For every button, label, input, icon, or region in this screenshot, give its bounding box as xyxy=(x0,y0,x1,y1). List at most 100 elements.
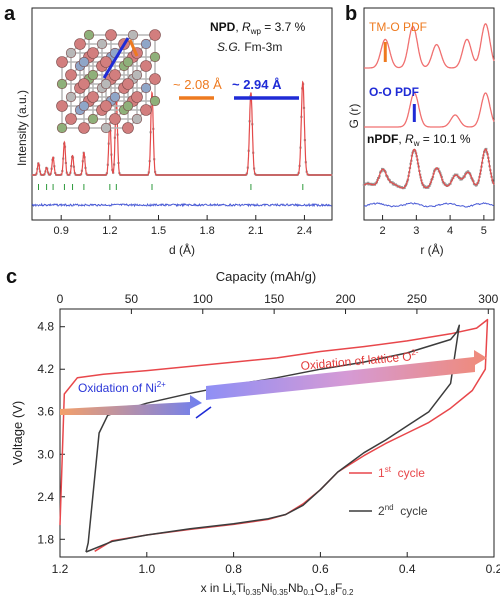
atom xyxy=(140,38,152,50)
legend-cycle1-sup: st xyxy=(385,465,392,474)
sg-prefix: S.G. xyxy=(217,40,241,54)
xlabel-part-4: Ni xyxy=(261,581,272,595)
panel-b-xtick-label: 4 xyxy=(447,225,453,237)
atom xyxy=(87,91,99,103)
panel-b-xtick-label: 5 xyxy=(481,225,487,237)
panel-b-xtick-label: 2 xyxy=(380,225,386,237)
atom xyxy=(149,29,161,41)
atom xyxy=(140,82,152,94)
panel-a-plot: 0.9 1.2 1.5 1.8 2.1 2.4 xyxy=(30,80,333,237)
difference-curve xyxy=(31,202,332,208)
rw-subscript: w xyxy=(413,139,420,148)
ni-oxidation-arrow xyxy=(60,395,202,415)
capacity-tick-label: 300 xyxy=(478,292,498,306)
legend-cycle1-num: 1 xyxy=(378,466,385,480)
panel-c-letter: c xyxy=(6,266,17,288)
lattice-bond xyxy=(127,100,156,129)
panel-c-frame xyxy=(59,308,495,558)
oo-pdf-label: O-O PDF xyxy=(369,85,419,99)
panel-a-xtick-label: 1.8 xyxy=(199,225,214,237)
panel-c-plot: 1.2 1.0 0.8 0.6 0.4 0.2 0 50 100 150 200 250 300 1.8 2… xyxy=(37,292,500,576)
panel-b-plot: 2 3 4 5 xyxy=(362,23,495,237)
panel-b-xtick-label: 3 xyxy=(413,225,419,237)
panel-b-frame xyxy=(363,7,495,221)
atom xyxy=(78,56,90,68)
atom xyxy=(122,122,134,134)
o-oxidation-sup: 2- xyxy=(411,348,419,358)
atom xyxy=(100,56,112,68)
panel-a-xtick-label: 2.1 xyxy=(248,225,263,237)
legend-cycle2-rest: cycle xyxy=(394,504,428,518)
panel-c-xtick-label: 0.6 xyxy=(312,562,329,576)
panel-a-frame xyxy=(31,7,333,221)
panel-c-ytick-label: 4.2 xyxy=(37,362,54,376)
atom xyxy=(74,38,86,50)
oo-pdf-curve xyxy=(364,92,495,128)
panel-c-xtick-label: 1.0 xyxy=(138,562,155,576)
capacity-tick-label: 50 xyxy=(125,292,139,306)
atom xyxy=(100,122,112,134)
xlabel-part-0: x in Li xyxy=(201,581,232,595)
atom xyxy=(149,73,161,85)
xlabel-part-10: F xyxy=(335,581,342,595)
atom xyxy=(122,100,134,112)
tmo-pdf-curve xyxy=(364,23,495,69)
panel-a-xtick-label: 1.5 xyxy=(151,225,166,237)
oo-distance-bond xyxy=(102,37,130,79)
distance-orange-label: ~ 2.08 Å xyxy=(173,77,222,92)
legend: 1st cycle 2nd cycle xyxy=(349,465,428,518)
capacity-tick-label: 250 xyxy=(407,292,427,306)
atom xyxy=(87,113,99,125)
legend-text-cycle1: 1st cycle xyxy=(378,465,425,480)
panel-c-xtick-label: 1.2 xyxy=(52,562,69,576)
capacity-tick-label: 0 xyxy=(57,292,64,306)
panel-b-ylabel: G (r) xyxy=(347,104,361,129)
panel-a-xtick-label: 0.9 xyxy=(54,225,69,237)
atom xyxy=(122,78,134,90)
xlabel-part-9: 1.8 xyxy=(324,588,336,597)
tmo-pdf-label: TM-O PDF xyxy=(369,20,427,34)
atom xyxy=(87,47,99,59)
panel-c-xtick-label: 0.8 xyxy=(225,562,242,576)
panel-a-xlabel: d (Å) xyxy=(169,242,195,257)
npd-label-text: NPD xyxy=(210,20,236,34)
legend-cycle1-rest: cycle xyxy=(391,466,425,480)
panel-c-ylabel: Voltage (V) xyxy=(10,401,25,465)
atom xyxy=(109,113,121,125)
panel-c: c Capacity (mAh/g) 1.2 1.0 0.8 0.6 0.4 0.2 0 50… xyxy=(6,266,500,597)
rw-value: = 10.1 % xyxy=(419,132,470,146)
atom xyxy=(65,69,77,81)
panel-c-xlabel: x in LixTi0.35Ni0.35Nb0.1O1.8F0.2 xyxy=(201,581,354,597)
atom xyxy=(131,91,143,103)
atom xyxy=(56,100,68,112)
npdf-label-text: nPDF xyxy=(367,132,398,146)
panel-c-xtick-label: 0.4 xyxy=(399,562,416,576)
panel-a-xtick-label: 1.2 xyxy=(102,225,117,237)
legend-text-cycle2: 2nd cycle xyxy=(378,503,428,518)
calculated-fit-line xyxy=(32,80,332,176)
ni-oxidation-label: Oxidation of Ni2+ xyxy=(78,380,166,395)
capacity-tick-label: 200 xyxy=(336,292,356,306)
atom xyxy=(140,104,152,116)
ni-oxidation-sup: 2+ xyxy=(157,380,166,389)
npdf-difference-curve xyxy=(363,202,494,208)
xlabel-part-11: 0.2 xyxy=(342,588,354,597)
tmo-distance-bond xyxy=(128,39,139,57)
xlabel-part-8: O xyxy=(314,581,323,595)
npdf-fit-curve xyxy=(363,148,495,189)
xlabel-part-5: 0.35 xyxy=(272,588,288,597)
distance-blue-label: ~ 2.94 Å xyxy=(232,77,282,92)
atom xyxy=(87,69,99,81)
atom xyxy=(100,78,112,90)
panel-a-letter: a xyxy=(4,3,16,25)
atom xyxy=(65,91,77,103)
o-oxidation-arrow xyxy=(206,350,487,400)
atom xyxy=(83,29,95,41)
panel-c-ytick-label: 3.6 xyxy=(37,405,54,419)
space-group-label: S.G. Fm-3m xyxy=(217,40,282,54)
capacity-axis-label: Capacity (mAh/g) xyxy=(216,269,316,284)
atom xyxy=(65,113,77,125)
npd-label: NPD, Rwp = 3.7 % xyxy=(210,20,306,36)
ni-o-transition-mark xyxy=(195,406,212,419)
